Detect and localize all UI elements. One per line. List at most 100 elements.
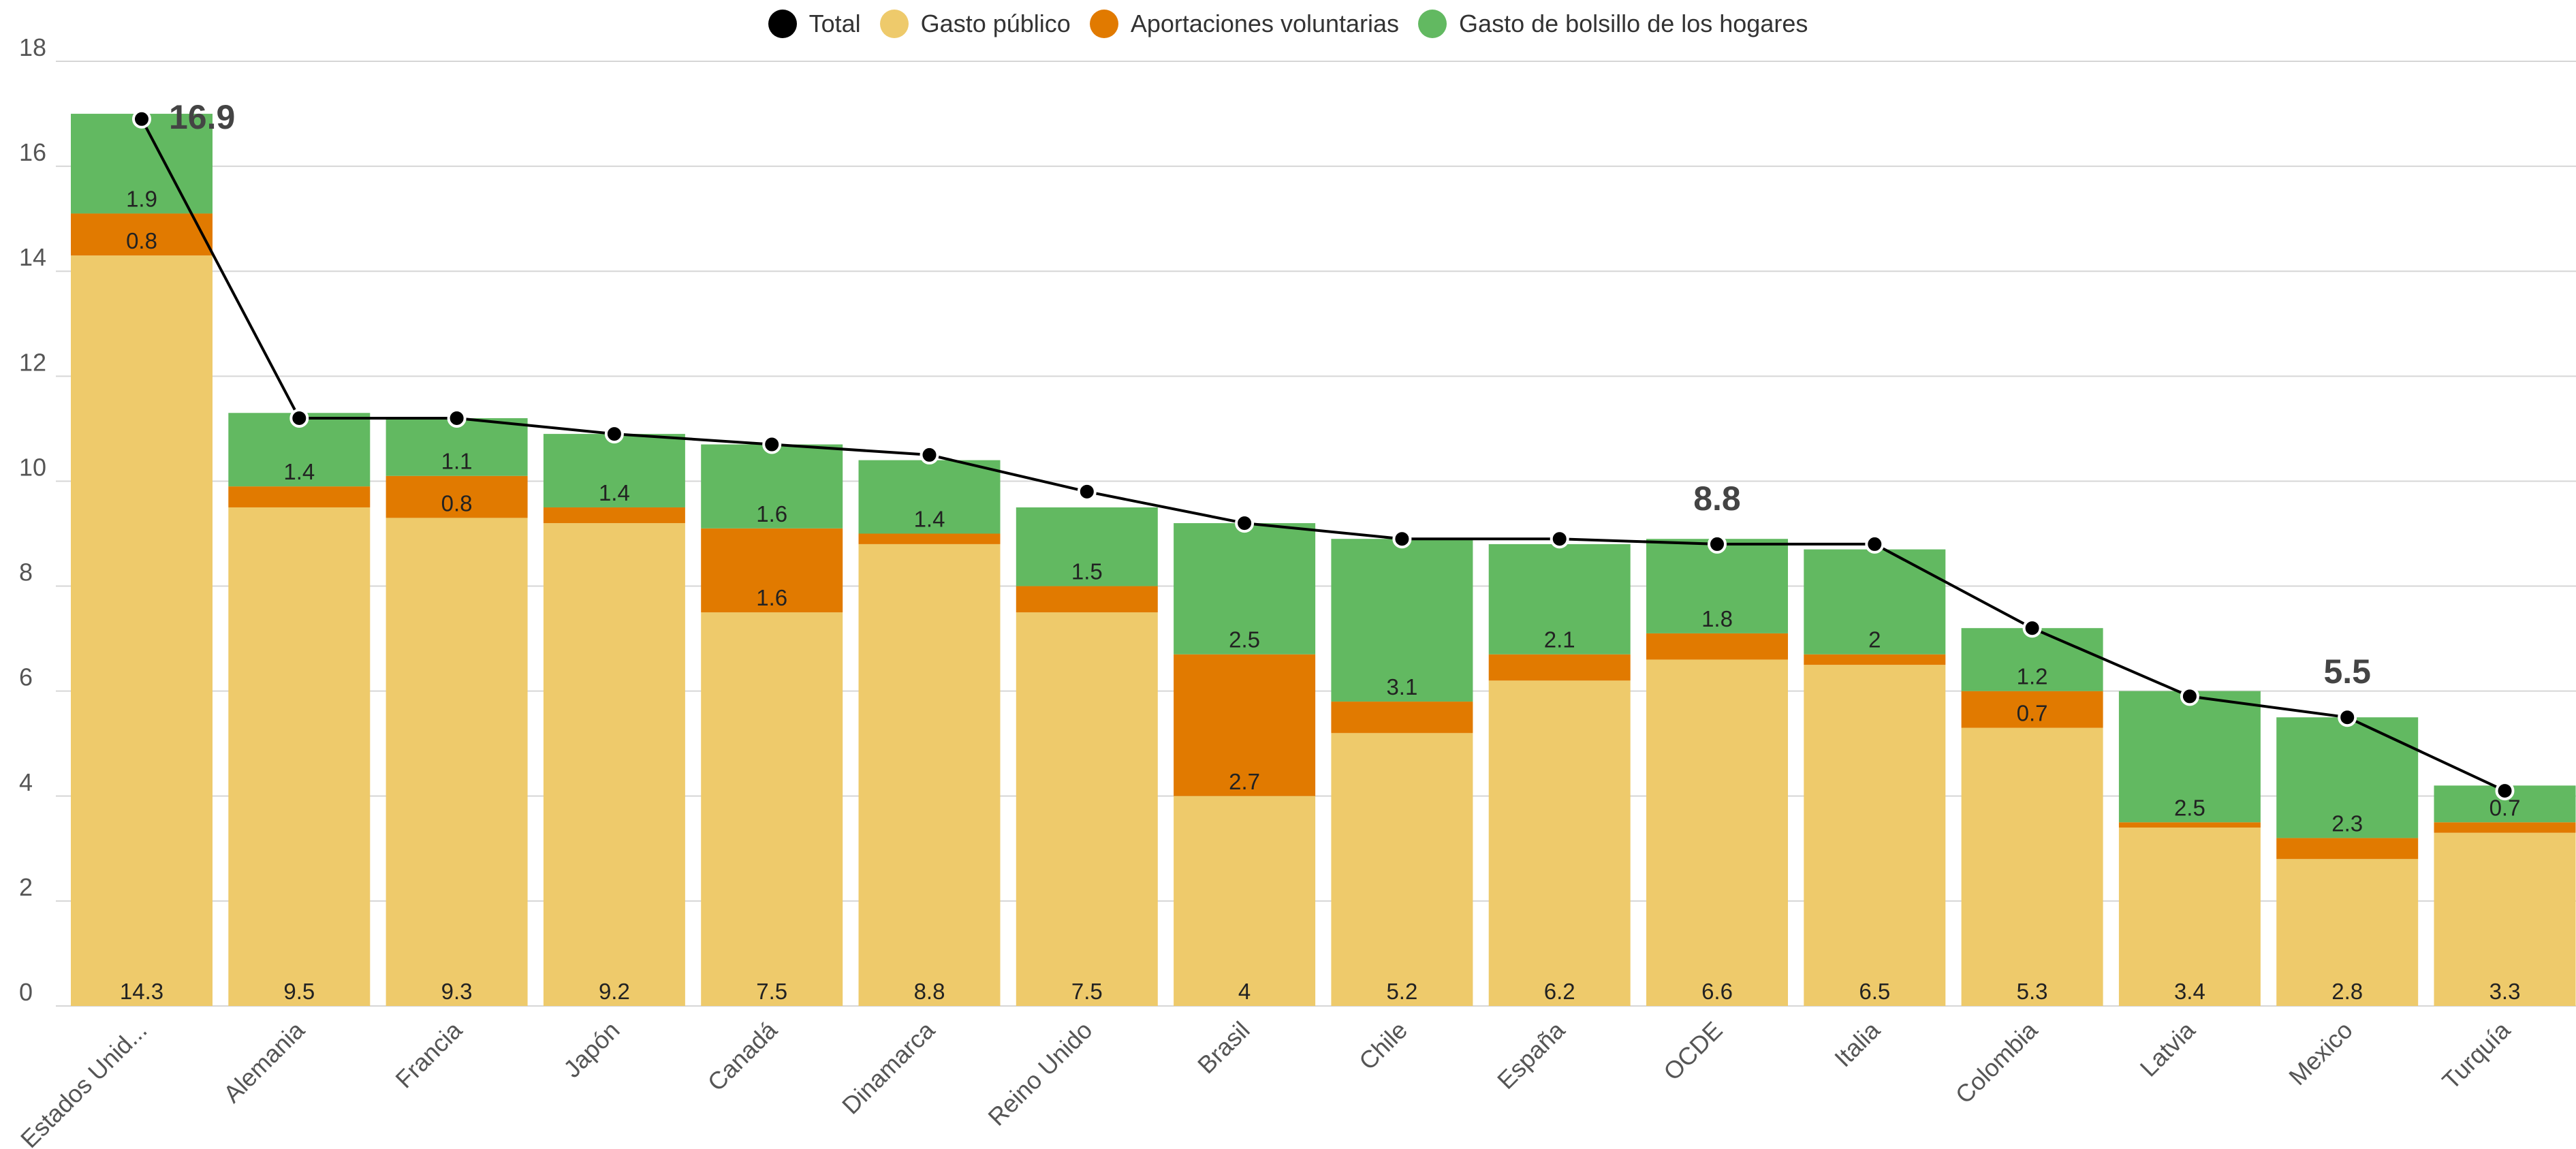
- legend-swatch-aportaciones: [1089, 10, 1118, 38]
- data-label: 0.8: [441, 490, 473, 516]
- legend-label-total: Total: [808, 10, 861, 37]
- total-point: [1235, 514, 1255, 533]
- data-label: 6.6: [1701, 979, 1733, 1004]
- total-point: [447, 408, 467, 428]
- total-point: [2495, 781, 2515, 801]
- bar-segment: [1488, 654, 1631, 681]
- data-label: 7.5: [756, 979, 787, 1004]
- bar-segment: [386, 518, 528, 1006]
- x-tick-label: Brasil: [1192, 1016, 1255, 1080]
- x-tick-label: Canadá: [702, 1016, 783, 1097]
- bar-segment: [386, 475, 528, 518]
- bar-segment: [858, 544, 1001, 1006]
- x-tick-label: Italia: [1829, 1016, 1885, 1072]
- y-tick-label: 16: [19, 138, 46, 166]
- data-label: 1.4: [914, 507, 945, 532]
- y-tick-label: 2: [19, 873, 33, 901]
- data-label: 2.5: [1229, 627, 1260, 652]
- bar-segment: [1174, 654, 1316, 796]
- data-label: 2.1: [1544, 627, 1575, 652]
- x-tick-label: Turquía: [2436, 1016, 2515, 1095]
- bar-segment: [1174, 796, 1316, 1006]
- bar-segment: [1961, 691, 2103, 728]
- total-point: [1077, 482, 1097, 501]
- legend-swatch-gasto-publico: [879, 10, 909, 38]
- total-point: [2022, 618, 2042, 638]
- bar-segment: [1804, 549, 1946, 655]
- bar-segment: [2276, 717, 2419, 838]
- x-tick-label: Chile: [1353, 1016, 1413, 1075]
- data-label: 9.5: [283, 979, 315, 1004]
- bar-segment: [858, 460, 1001, 534]
- data-label: 1.4: [599, 480, 630, 505]
- bar-segment: [228, 507, 371, 1006]
- data-label: 7.5: [1071, 979, 1103, 1004]
- bar-segment: [1961, 727, 2103, 1006]
- data-label: 6.2: [1544, 979, 1575, 1004]
- total-line: [140, 118, 2506, 792]
- bar-segment: [1174, 523, 1316, 655]
- total-point: [2180, 687, 2199, 706]
- total-annotation: 8.8: [1693, 479, 1741, 518]
- total-point: [132, 109, 151, 129]
- total-point: [1550, 529, 1569, 549]
- legend-label-aportaciones: Aportaciones voluntarias: [1130, 10, 1400, 37]
- data-label: 2.7: [1229, 769, 1260, 794]
- y-tick-label: 14: [19, 243, 46, 271]
- x-tick-label: Estados Unid...: [15, 1016, 153, 1149]
- bar-segment: [858, 533, 1001, 544]
- total-point: [1708, 534, 1727, 554]
- x-tick-label: OCDE: [1658, 1016, 1728, 1086]
- bar-segment: [1646, 659, 1788, 1006]
- bar-segment: [228, 486, 371, 507]
- data-label: 0.7: [2017, 701, 2048, 726]
- bar-segment: [1016, 507, 1158, 586]
- x-tick-label: España: [1492, 1016, 1571, 1095]
- legend-swatch-bolsillo: [1418, 10, 1447, 38]
- x-tick-label: Colombia: [1950, 1016, 2043, 1109]
- data-label: 14.3: [120, 979, 163, 1004]
- data-label: 2: [1868, 627, 1881, 652]
- bar-segment: [2434, 822, 2576, 833]
- data-label: 2.8: [2331, 979, 2363, 1004]
- legend-item-aportaciones[interactable]: Aportaciones voluntarias: [1089, 10, 1400, 38]
- bar-segment: [1646, 539, 1788, 633]
- total-point: [1865, 534, 1885, 554]
- x-tick-label: Mexico: [2283, 1016, 2358, 1091]
- data-label: 1.6: [756, 585, 787, 610]
- bar-segment: [386, 418, 528, 476]
- x-tick-label: Dinamarca: [836, 1016, 941, 1120]
- bar-segment: [701, 444, 843, 529]
- data-label: 1.6: [756, 501, 787, 526]
- bar-segment: [543, 523, 685, 1006]
- bar-segment: [71, 114, 213, 214]
- total-point: [2338, 708, 2357, 727]
- data-label: 1.2: [2017, 664, 2048, 689]
- y-tick-label: 0: [19, 978, 33, 1006]
- data-label: 9.3: [441, 979, 473, 1004]
- bar-segment: [1961, 628, 2103, 691]
- data-label: 3.1: [1386, 674, 1417, 699]
- data-label: 1.8: [1701, 606, 1733, 631]
- bar-segment: [2276, 859, 2419, 1006]
- data-label: 9.2: [599, 979, 630, 1004]
- data-label: 4: [1238, 979, 1251, 1004]
- bar-segment: [1016, 586, 1158, 613]
- total-annotation: 16.9: [169, 98, 235, 136]
- y-tick-label: 6: [19, 663, 33, 691]
- data-label: 2.5: [2174, 795, 2205, 820]
- data-label: 6.5: [1859, 979, 1890, 1004]
- total-point: [289, 408, 309, 428]
- y-tick-label: 8: [19, 558, 33, 586]
- bar-segment: [543, 507, 685, 524]
- legend-label-gasto-publico: Gasto público: [920, 10, 1071, 37]
- legend-item-gasto-publico[interactable]: Gasto público: [879, 10, 1071, 38]
- bar-segment: [2434, 832, 2576, 1006]
- x-tick-label: Reino Unido: [982, 1016, 1097, 1131]
- data-label: 3.4: [2174, 979, 2205, 1004]
- legend-item-total[interactable]: Total: [768, 10, 861, 38]
- x-tick-label: Japón: [558, 1016, 625, 1083]
- legend-item-bolsillo[interactable]: Gasto de bolsillo de los hogares: [1418, 10, 1808, 38]
- bar-segment: [71, 213, 213, 256]
